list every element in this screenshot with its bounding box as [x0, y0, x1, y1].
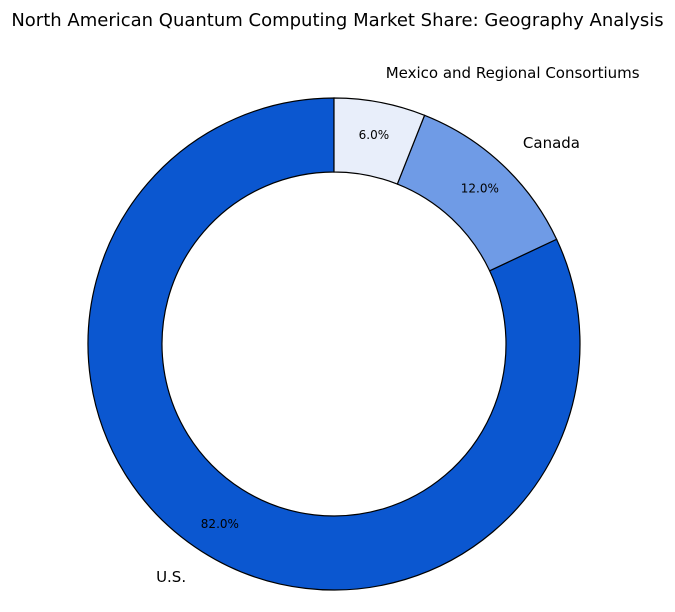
pct-label-mexico-and-regional-consortiums: 6.0% [359, 128, 390, 142]
slice-label-u-s: U.S. [156, 568, 186, 586]
pct-label-u-s: 82.0% [201, 517, 239, 531]
chart-title: North American Quantum Computing Market … [11, 10, 664, 31]
slice-mexico-and-regional-consortiums [333, 97, 426, 185]
labels-layer: 82.0% U.S. 12.0% Canada 6.0% Mexico and Regio… [156, 64, 640, 586]
slice-u-s [87, 97, 581, 591]
pct-label-canada: 12.0% [461, 182, 499, 196]
slice-label-canada: Canada [523, 134, 580, 152]
slice-label-mexico-and-regional-consortiums: Mexico and Regional Consortiums [386, 64, 640, 82]
slice-canada [396, 114, 558, 272]
slices-layer [87, 97, 581, 591]
